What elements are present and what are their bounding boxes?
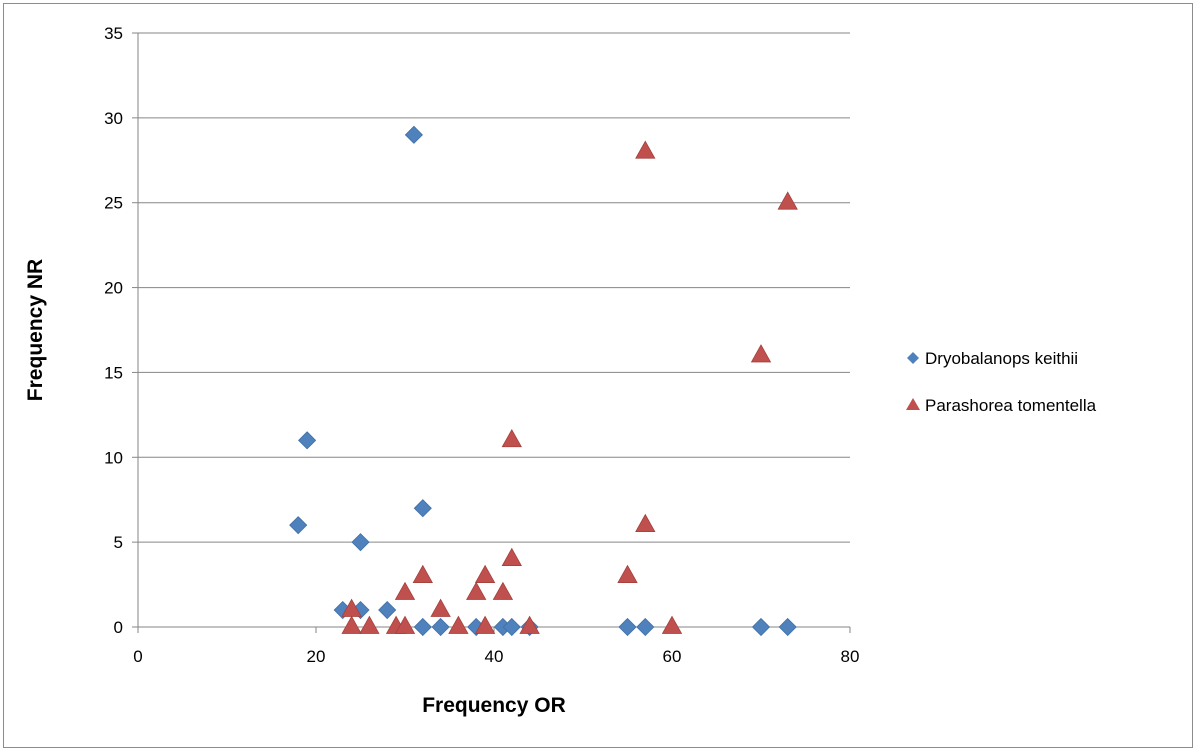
series-2 <box>341 140 798 634</box>
triangle-point <box>474 564 496 583</box>
y-tick-label: 30 <box>104 109 123 128</box>
triangle-point <box>750 344 772 363</box>
triangle-point <box>430 598 451 617</box>
triangle-point <box>635 513 656 533</box>
triangle-point <box>359 615 380 634</box>
x-axis-title: Frequency OR <box>422 694 566 717</box>
triangle-point <box>412 564 433 583</box>
triangle-point <box>394 581 416 600</box>
y-tick-label: 10 <box>104 448 123 467</box>
y-axis-title: Frequency NR <box>24 259 47 401</box>
y-tick-label: 15 <box>104 363 123 382</box>
x-tick-label: 80 <box>841 647 860 666</box>
triangle-point <box>777 191 798 210</box>
triangle-point <box>617 564 638 583</box>
triangle-point <box>501 428 522 448</box>
triangle-point <box>341 615 362 634</box>
x-tick-label: 60 <box>663 647 682 666</box>
triangle-point <box>448 615 469 634</box>
legend: Dryobalanops keithii Parashorea tomentell… <box>906 349 1097 415</box>
chart-frame <box>3 3 1193 748</box>
diamond-point <box>751 617 771 637</box>
data-points <box>289 125 798 637</box>
legend-triangle-icon <box>906 398 920 410</box>
axes <box>132 32 851 633</box>
y-tick-label: 0 <box>114 618 123 637</box>
diamond-point <box>351 533 370 552</box>
diamond-point <box>289 516 308 535</box>
triangle-point <box>492 581 514 600</box>
series-1 <box>289 125 797 637</box>
triangle-point <box>501 547 522 566</box>
diamond-point <box>502 617 521 637</box>
diamond-point <box>431 617 450 637</box>
y-tick-label: 25 <box>104 194 123 213</box>
triangle-point <box>635 140 656 159</box>
triangle-point <box>519 615 540 634</box>
legend-diamond-icon <box>907 352 919 364</box>
diamond-point <box>778 617 797 637</box>
y-tick-label: 20 <box>104 279 123 298</box>
triangle-point <box>474 615 496 634</box>
x-tick-label: 20 <box>307 647 326 666</box>
triangle-point <box>661 615 683 634</box>
diamond-point <box>636 617 655 637</box>
diamond-point <box>404 125 423 144</box>
diamond-point <box>413 617 432 637</box>
y-tick-label: 5 <box>114 533 123 552</box>
diamond-point <box>298 431 317 450</box>
triangle-point <box>394 615 416 634</box>
triangle-point <box>466 581 487 600</box>
diamond-point <box>618 617 637 637</box>
diamond-point <box>378 600 397 620</box>
legend-label: Dryobalanops keithii <box>925 349 1078 368</box>
tick-labels: 0 5 10 15 20 25 30 35 0 20 40 60 80 <box>104 24 859 666</box>
x-tick-label: 40 <box>485 647 504 666</box>
y-tick-label: 35 <box>104 24 123 43</box>
legend-label: Parashorea tomentella <box>925 396 1097 415</box>
x-tick-label: 0 <box>133 647 142 666</box>
gridlines <box>138 32 850 543</box>
diamond-point <box>413 499 432 518</box>
